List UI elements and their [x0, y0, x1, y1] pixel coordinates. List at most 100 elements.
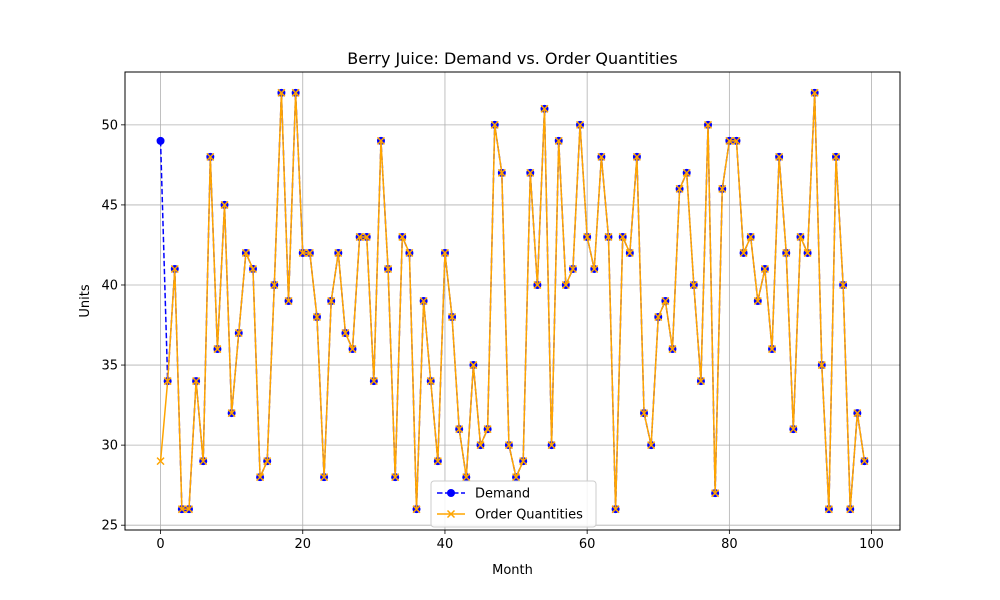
- order-quantities-point: [647, 441, 656, 450]
- order-quantities-point: [398, 232, 407, 241]
- order-quantities-point: [504, 441, 513, 450]
- order-quantities-point: [448, 312, 457, 322]
- order-quantities-point: [312, 312, 322, 322]
- order-quantities-point: [156, 457, 165, 466]
- order-quantities-point: [234, 328, 243, 338]
- order-quantities-point: [526, 168, 535, 177]
- y-axis-label: Units: [78, 284, 93, 317]
- order-quantities-point: [355, 232, 364, 241]
- order-quantities-point: [846, 505, 855, 514]
- order-quantities-point: [483, 425, 492, 434]
- order-quantities-point: [462, 473, 471, 482]
- order-quantities-point: [327, 296, 336, 306]
- order-quantities-point: [256, 473, 265, 482]
- demand-point: [156, 136, 165, 145]
- y-tick-label: 35: [101, 359, 118, 374]
- order-quantities-point: [824, 505, 833, 514]
- order-quantities-point: [746, 232, 755, 241]
- order-quantities-point: [213, 345, 222, 354]
- order-quantities-point: [576, 120, 585, 129]
- x-tick-label: 100: [859, 537, 884, 552]
- x-axis-label: Month: [492, 563, 533, 578]
- legend-demand-label: Demand: [475, 487, 530, 502]
- order-quantities-point: [192, 377, 201, 386]
- order-quantities-point: [739, 248, 748, 257]
- order-quantities-point: [860, 457, 869, 466]
- order-quantities-point: [384, 264, 393, 274]
- order-quantities-point: [696, 377, 705, 386]
- order-quantities-point: [263, 457, 272, 466]
- legend-box: [430, 480, 597, 528]
- order-quantities-point: [369, 377, 378, 386]
- order-quantities-point: [177, 505, 186, 514]
- order-quantities-point: [519, 457, 528, 466]
- order-quantities-point: [277, 88, 286, 97]
- order-quantities-point: [512, 473, 521, 482]
- order-quantities-point: [227, 409, 236, 418]
- order-quantities-point: [547, 441, 556, 450]
- axes-frame: [124, 71, 901, 531]
- order-quantities-point: [241, 248, 250, 257]
- order-quantities-point: [220, 200, 229, 209]
- order-quantities-point: [853, 409, 862, 418]
- y-tick-label: 50: [101, 118, 118, 133]
- order-quantities-point: [753, 296, 762, 306]
- order-quantities-point: [625, 248, 634, 257]
- order-quantities-point: [782, 248, 791, 257]
- order-quantities-point: [184, 505, 194, 514]
- y-tick-label: 40: [101, 278, 118, 293]
- order-quantities-point: [611, 505, 620, 514]
- chart-title: Berry Juice: Demand vs. Order Quantities: [347, 49, 677, 68]
- order-quantities-point: [604, 232, 613, 241]
- order-quantities-point: [426, 377, 435, 386]
- order-quantities-point: [817, 361, 826, 370]
- y-tick-label: 30: [101, 439, 118, 454]
- order-quantities-point: [348, 345, 357, 354]
- order-quantities-point: [341, 328, 350, 338]
- order-quantities-point: [362, 232, 371, 241]
- order-quantities-point: [725, 136, 734, 145]
- order-quantities-point: [540, 104, 549, 113]
- order-quantities-point: [661, 296, 670, 306]
- order-quantities-point: [419, 296, 428, 306]
- order-quantities-point: [440, 248, 449, 257]
- order-quantities-point: [796, 232, 805, 241]
- order-quantities-point: [455, 425, 464, 434]
- grid: [125, 72, 900, 530]
- order-quantities-point: [248, 264, 258, 274]
- order-quantities-point: [803, 248, 812, 257]
- order-quantities-point: [206, 152, 215, 161]
- order-quantities-point: [654, 312, 663, 322]
- order-quantities-point: [703, 120, 713, 129]
- order-quantities-point: [767, 345, 777, 354]
- plot-area: [156, 88, 869, 514]
- y-tick-label: 45: [101, 198, 118, 213]
- order-quantities-point: [831, 152, 841, 161]
- legend: Demand Order Quantities: [430, 480, 597, 528]
- x-tick-label: 80: [721, 537, 738, 552]
- order-quantities-point: [490, 120, 499, 129]
- order-quantities-point: [270, 280, 279, 290]
- order-quantities-point: [618, 232, 627, 241]
- order-quantities-point: [298, 248, 307, 257]
- legend-orders-label: Order Quantities: [475, 508, 583, 523]
- order-quantities-point: [412, 505, 421, 514]
- order-quantities-point: [597, 152, 606, 161]
- order-quantities-point: [711, 489, 720, 498]
- order-quantities-point: [718, 184, 727, 193]
- order-quantities-point: [391, 473, 400, 482]
- x-tick-label: 40: [437, 537, 454, 552]
- y-tick-label: 25: [101, 519, 118, 534]
- order-quantities-point: [291, 88, 300, 97]
- x-tick-label: 0: [156, 537, 164, 552]
- order-quantities-point: [433, 457, 442, 466]
- order-quantities-point: [469, 361, 478, 370]
- order-quantities-point: [305, 248, 314, 257]
- order-quantities-point: [568, 264, 577, 274]
- order-quantities-point: [533, 280, 542, 290]
- order-quantities-point: [732, 136, 741, 145]
- order-quantities-point: [284, 296, 293, 306]
- legend-orders-marker: [446, 509, 456, 519]
- order-quantities-point: [760, 264, 769, 274]
